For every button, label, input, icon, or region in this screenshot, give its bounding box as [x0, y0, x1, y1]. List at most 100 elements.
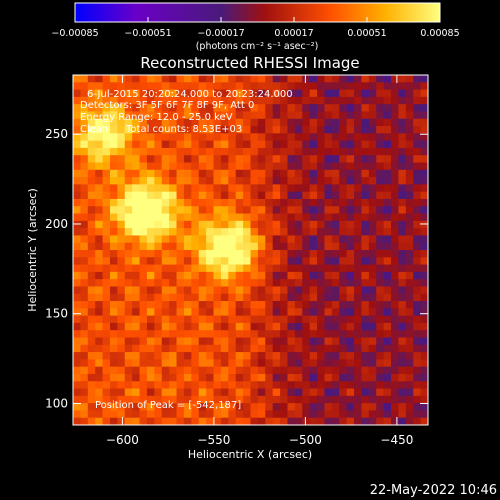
heatmap-cell [220, 330, 229, 339]
heatmap-cell [346, 417, 355, 425]
heatmap-cell [391, 381, 400, 390]
heatmap-cell [280, 403, 289, 412]
heatmap-cell [420, 271, 428, 280]
heatmap-cell [413, 337, 422, 346]
heatmap-cell [331, 257, 340, 266]
heatmap-cell [235, 111, 244, 120]
heatmap-cell [302, 366, 311, 375]
heatmap-cell [132, 352, 141, 360]
heatmap-cell [95, 213, 104, 222]
heatmap-cell [331, 279, 340, 288]
heatmap-cell [198, 111, 207, 120]
heatmap-cell [243, 352, 252, 360]
heatmap-cell [361, 198, 370, 207]
heatmap-cell [250, 75, 259, 83]
heatmap-cell [280, 191, 289, 200]
heatmap-cell [280, 250, 289, 258]
heatmap-cell [265, 286, 274, 295]
heatmap-cell [287, 264, 296, 273]
heatmap-cell [169, 257, 178, 266]
heatmap-cell [309, 410, 318, 419]
heatmap-cell [302, 257, 311, 266]
heatmap-cell [132, 82, 141, 91]
heatmap-cell [169, 118, 178, 127]
heatmap-cell [183, 403, 192, 412]
heatmap-cell [280, 213, 289, 222]
heatmap-cell [243, 337, 252, 346]
heatmap-cell [183, 322, 192, 331]
heatmap-cell [102, 308, 111, 317]
heatmap-cell [139, 264, 148, 273]
heatmap-cell [361, 162, 370, 171]
heatmap-cell [95, 155, 104, 164]
heatmap-cell [80, 344, 89, 353]
heatmap-cell [154, 308, 163, 317]
heatmap-cell [391, 337, 400, 346]
heatmap-cell [294, 235, 303, 244]
heatmap-cell [272, 417, 281, 425]
heatmap-cell [220, 410, 229, 419]
heatmap-cell [398, 220, 407, 229]
heatmap-cell [183, 235, 192, 244]
heatmap-cell [183, 177, 192, 185]
heatmap-cell [294, 147, 303, 156]
heatmap-cell [257, 373, 266, 382]
heatmap-cell [220, 198, 229, 207]
heatmap-cell [228, 366, 237, 375]
heatmap-cell [294, 264, 303, 273]
colorbar-tick-label: −0.00017 [197, 28, 244, 39]
heatmap-cell [176, 381, 185, 390]
heatmap-cell [169, 344, 178, 353]
heatmap-cell [87, 410, 96, 419]
heatmap-cell [413, 330, 422, 339]
heatmap-cell [405, 228, 414, 237]
heatmap-cell [117, 373, 126, 382]
heatmap-cell [213, 75, 222, 83]
heatmap-cell [376, 322, 385, 331]
time-range-label: 6-Jul-2015 20:20:24.000 to 20:23:24.000 [87, 89, 293, 100]
heatmap-cell [317, 337, 326, 346]
heatmap-cell [206, 373, 215, 382]
heatmap-cell [228, 337, 237, 346]
heatmap-cell [206, 140, 215, 149]
heatmap-cell [317, 293, 326, 302]
heatmap-cell [146, 191, 155, 200]
heatmap-cell [339, 308, 348, 317]
heatmap-cell [331, 169, 340, 178]
heatmap-cell [139, 96, 148, 105]
heatmap-cell [405, 403, 414, 412]
heatmap-cell [109, 198, 118, 207]
heatmap-cell [383, 308, 392, 317]
heatmap-cell [176, 373, 185, 382]
heatmap-cell [294, 191, 303, 200]
heatmap-cell [302, 191, 311, 200]
heatmap-cell [132, 147, 141, 156]
heatmap-cell [250, 235, 259, 244]
heatmap-cell [420, 293, 428, 302]
heatmap-cell [132, 388, 141, 397]
heatmap-cell [391, 177, 400, 185]
heatmap-cell [183, 213, 192, 222]
heatmap-cell [235, 293, 244, 302]
heatmap-cell [176, 403, 185, 412]
heatmap-cell [265, 366, 274, 375]
heatmap-cell [250, 271, 259, 280]
heatmap-cell [206, 198, 215, 207]
heatmap-cell [272, 213, 281, 222]
heatmap-cell [391, 403, 400, 412]
heatmap-cell [139, 344, 148, 353]
heatmap-cell [102, 126, 111, 134]
heatmap-cell [346, 177, 355, 185]
heatmap-cell [250, 118, 259, 127]
heatmap-cell [87, 417, 96, 425]
heatmap-cell [191, 301, 200, 309]
heatmap-cell [420, 308, 428, 317]
heatmap-cell [309, 220, 318, 229]
heatmap-cell [257, 82, 266, 91]
heatmap-cell [265, 344, 274, 353]
heatmap-cell [198, 264, 207, 273]
heatmap-cell [265, 293, 274, 302]
heatmap-cell [139, 366, 148, 375]
heatmap-cell [391, 279, 400, 288]
heatmap-cell [206, 366, 215, 375]
